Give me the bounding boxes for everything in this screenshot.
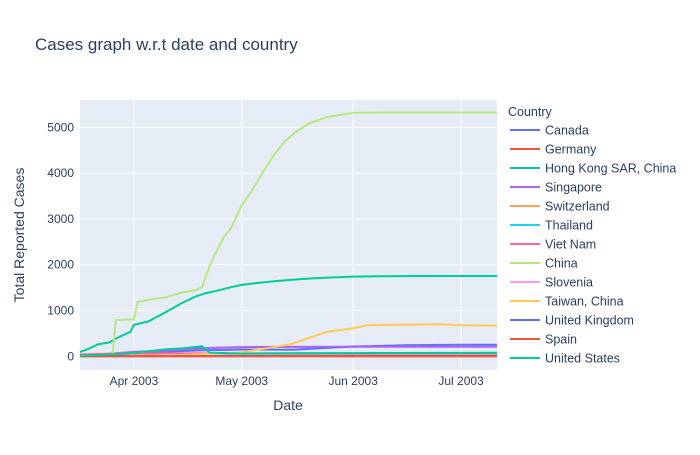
legend-label: Viet Nam [545,238,596,252]
legend-label: Spain [545,333,577,347]
legend-label: United States [545,352,620,366]
legend-label: China [545,257,578,271]
y-tick-label: 5000 [47,120,74,134]
x-tick-label: Apr 2003 [110,374,159,388]
legend-item[interactable]: Hong Kong SAR, China [510,162,676,176]
legend-item[interactable]: United States [510,352,620,366]
legend-label: Taiwan, China [545,295,624,309]
y-tick-label: 1000 [47,304,74,318]
plot-area [80,100,497,370]
x-tick-label: May 2003 [215,374,268,388]
legend-item[interactable]: Slovenia [510,276,593,290]
legend-item[interactable]: Switzerland [510,200,610,214]
legend-item[interactable]: Canada [510,124,589,138]
legend: Canada Germany Hong Kong SAR, China Singapo… [510,124,676,366]
x-tick-label: Jun 2003 [329,374,379,388]
y-tick-label: 0 [67,349,74,363]
y-tick-label: 3000 [47,212,74,226]
legend-title: Country [508,105,553,119]
legend-label: Canada [545,124,589,138]
legend-item[interactable]: Singapore [510,181,602,195]
legend-label: United Kingdom [545,314,634,328]
chart-title: Cases graph w.r.t date and country [35,35,298,54]
legend-label: Hong Kong SAR, China [545,162,676,176]
legend-label: Switzerland [545,200,610,214]
x-axis-label: Date [273,397,303,413]
legend-label: Thailand [545,219,593,233]
x-tick-label: Jul 2003 [438,374,484,388]
y-tick-label: 4000 [47,166,74,180]
y-tick-label: 2000 [47,258,74,272]
legend-item[interactable]: Taiwan, China [510,295,624,309]
legend-item[interactable]: Germany [510,143,597,157]
legend-item[interactable]: Thailand [510,219,593,233]
y-axis-label: Total Reported Cases [11,168,27,303]
legend-item[interactable]: Viet Nam [510,238,596,252]
legend-label: Singapore [545,181,602,195]
legend-item[interactable]: United Kingdom [510,314,634,328]
legend-label: Slovenia [545,276,593,290]
legend-label: Germany [545,143,597,157]
legend-item[interactable]: China [510,257,578,271]
legend-item[interactable]: Spain [510,333,577,347]
